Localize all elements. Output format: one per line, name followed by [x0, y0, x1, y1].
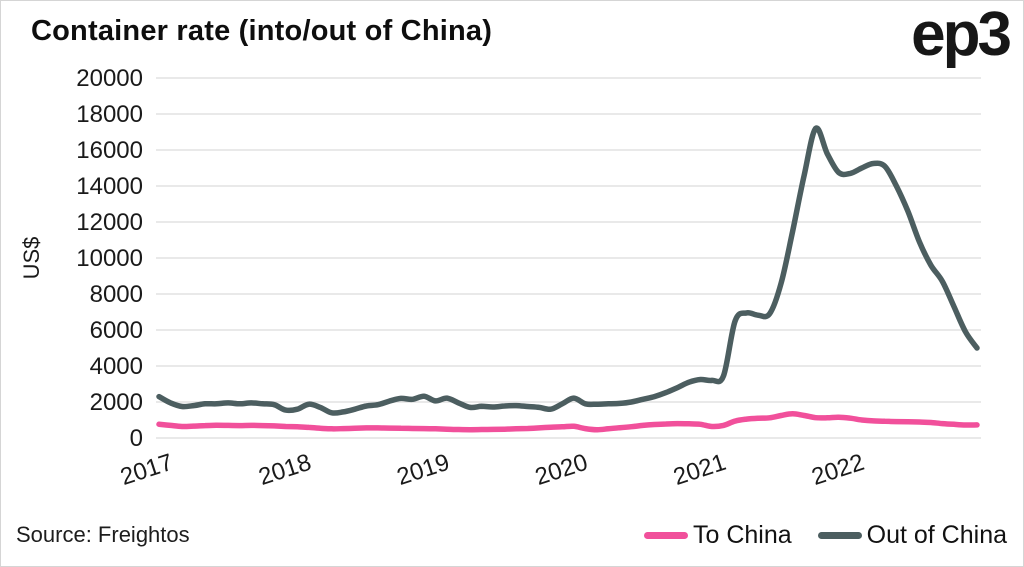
to-china-line-swatch — [643, 532, 688, 539]
x-tick-label: 2022 — [808, 449, 867, 491]
series-line-out-of-china — [156, 125, 980, 416]
chart-legend: To China Out of China — [643, 521, 1007, 550]
y-tick-label: 6000 — [90, 317, 143, 344]
x-tick-label: 2019 — [394, 449, 453, 491]
y-axis-title: US$ — [19, 237, 44, 280]
series-line-to-china — [156, 411, 980, 433]
ep3-logo: ep3 — [911, 0, 1012, 69]
legend-item-out-of-china: Out of China — [817, 521, 1007, 550]
legend-item-to-china: To China — [643, 521, 792, 550]
x-tick-label: 2021 — [670, 449, 729, 491]
y-tick-label: 0 — [130, 425, 143, 452]
source-label: Source: Freightos — [16, 522, 190, 547]
x-tick-label: 2018 — [255, 449, 314, 491]
y-tick-label: 18000 — [76, 101, 143, 128]
y-tick-label: 2000 — [90, 389, 143, 416]
y-tick-label: 16000 — [76, 137, 143, 164]
y-tick-label: 10000 — [76, 245, 143, 272]
legend-label-out-of-china: Out of China — [866, 521, 1007, 549]
out-of-china-line-swatch — [817, 532, 862, 539]
container-rate-line-chart: 0 2000 4000 6000 8000 10000 12000 14000 16000 180… — [19, 65, 981, 491]
page-title: Container rate (into/out of China) — [31, 15, 493, 47]
y-tick-label: 20000 — [76, 65, 143, 92]
legend-label-to-china: To China — [692, 521, 792, 549]
y-tick-label: 4000 — [90, 353, 143, 380]
y-tick-label: 8000 — [90, 281, 143, 308]
y-tick-label: 14000 — [76, 173, 143, 200]
y-tick-label: 12000 — [76, 209, 143, 236]
x-tick-label: 2020 — [532, 449, 591, 491]
x-tick-label: 2017 — [117, 449, 176, 491]
